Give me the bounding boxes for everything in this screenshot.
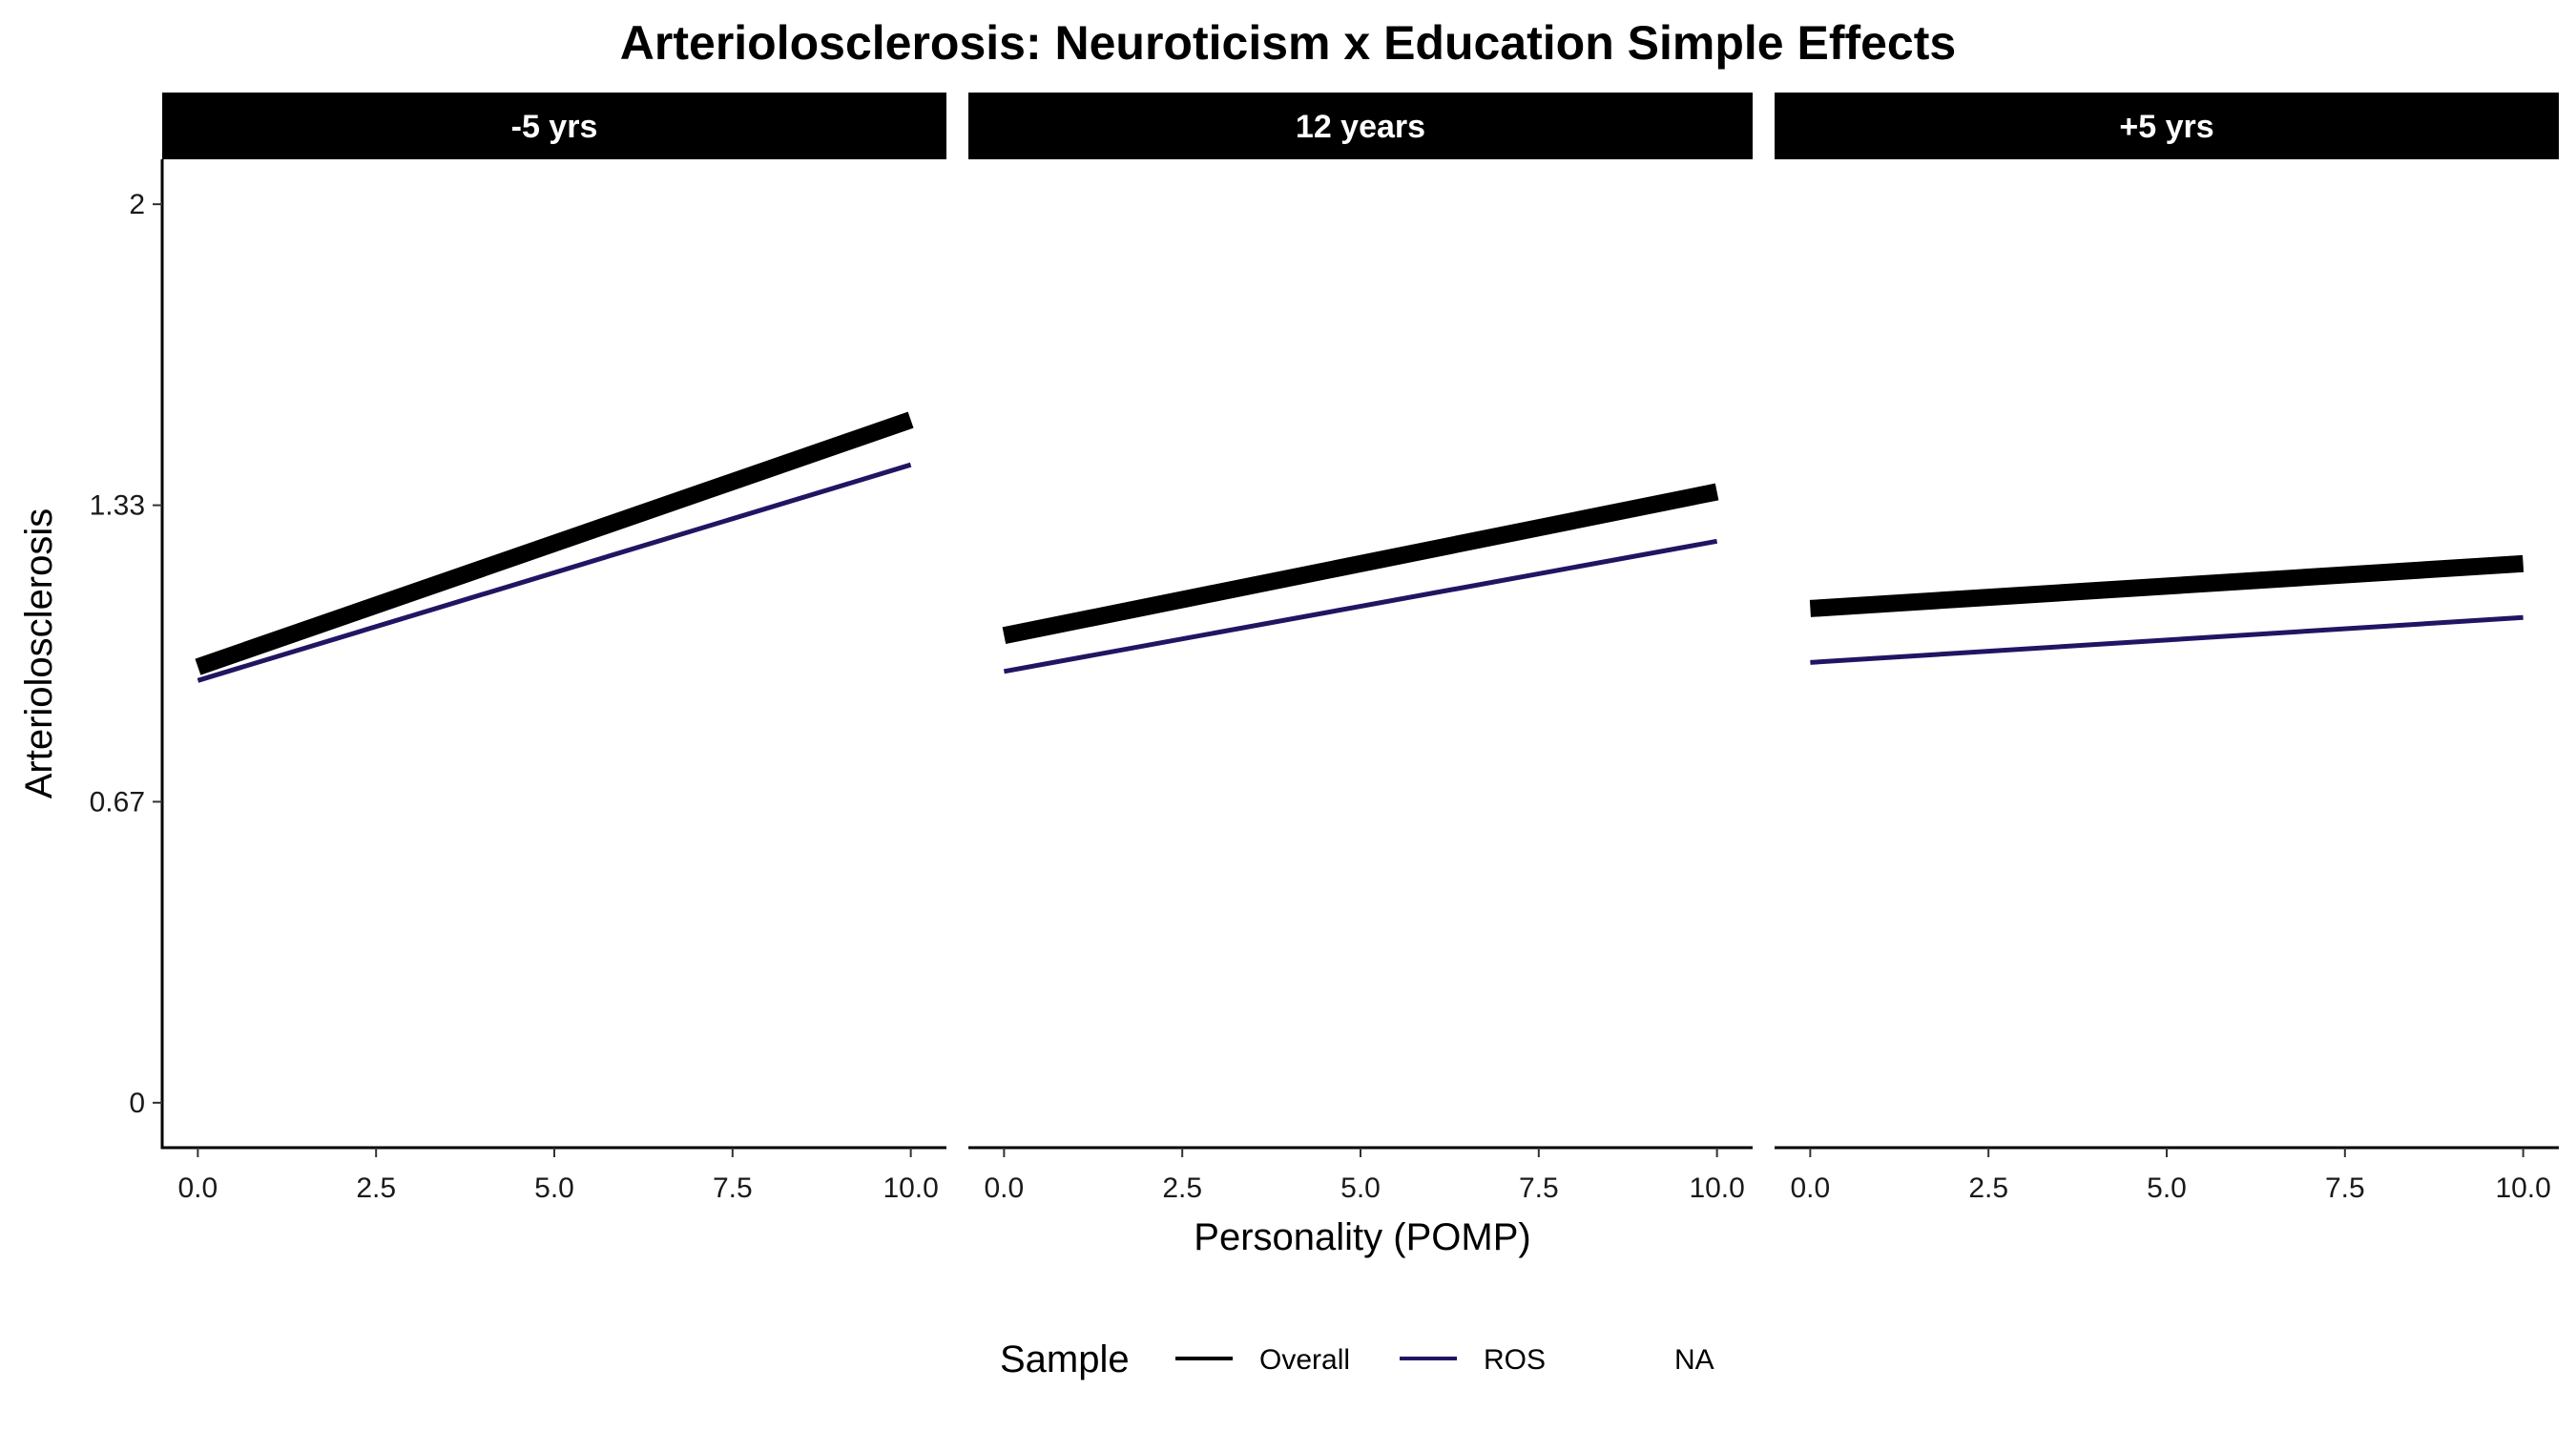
legend: Sample Overall ROS NA: [1000, 1338, 1714, 1380]
x-tick-label: 5.0: [534, 1172, 574, 1204]
facet-strip-label: +5 yrs: [2119, 109, 2213, 145]
x-tick-label: 7.5: [1519, 1172, 1559, 1204]
x-tick-label: 0.0: [1791, 1172, 1831, 1204]
x-tick-label: 10.0: [2495, 1172, 2550, 1204]
facet-panels: -5 yrs 0.0 2.5 5.0 7.5 10.0 12 years 0.0 2.5 5.0 7…: [90, 93, 2559, 1204]
y-tick-label: 1.33: [90, 490, 145, 522]
facet-strip: [1775, 93, 2559, 159]
series-line-overall: [1002, 483, 1719, 645]
facet-strip: [968, 93, 1753, 159]
series-line-overall: [195, 411, 914, 675]
x-tick-label: 2.5: [1968, 1172, 2008, 1204]
facet-strip: [162, 93, 946, 159]
y-tick-label: 0.67: [90, 786, 145, 818]
legend-title: Sample: [1000, 1338, 1130, 1380]
x-tick-label: 2.5: [356, 1172, 396, 1204]
facet-panel: -5 yrs 0.0 2.5 5.0 7.5 10.0: [162, 93, 946, 1204]
y-tick-label: 0: [129, 1088, 145, 1119]
chart-title: Arteriolosclerosis: Neuroticism x Educat…: [620, 16, 1956, 70]
x-tick-label: 5.0: [1340, 1172, 1381, 1204]
x-tick-label: 5.0: [2147, 1172, 2187, 1204]
x-tick-label: 10.0: [883, 1172, 938, 1204]
facet-panel: 12 years 0.0 2.5 5.0 7.5 10.0: [968, 93, 1753, 1204]
series-line-ros: [197, 462, 912, 683]
x-tick-label: 0.0: [178, 1172, 218, 1204]
facet-strip-label: -5 yrs: [511, 109, 598, 145]
series-line-ros: [1003, 538, 1718, 674]
x-tick-label: 10.0: [1689, 1172, 1744, 1204]
legend-label-overall: Overall: [1259, 1344, 1350, 1376]
x-tick-label: 0.0: [985, 1172, 1025, 1204]
legend-label-ros: ROS: [1484, 1344, 1546, 1376]
legend-label-na: NA: [1674, 1344, 1714, 1376]
x-tick-label: 7.5: [2325, 1172, 2365, 1204]
x-tick-label: 2.5: [1162, 1172, 1202, 1204]
x-axis-title: Personality (POMP): [1194, 1216, 1530, 1258]
facet-panel: +5 yrs 0.0 2.5 5.0 7.5 10.0: [1775, 93, 2559, 1204]
y-tick-label: 2: [129, 189, 145, 220]
x-tick-label: 7.5: [713, 1172, 753, 1204]
facet-strip-label: 12 years: [1296, 109, 1425, 145]
series-line-overall: [1809, 554, 2524, 617]
series-line-ros: [1810, 614, 2524, 665]
y-axis-title: Arteriolosclerosis: [18, 508, 60, 799]
